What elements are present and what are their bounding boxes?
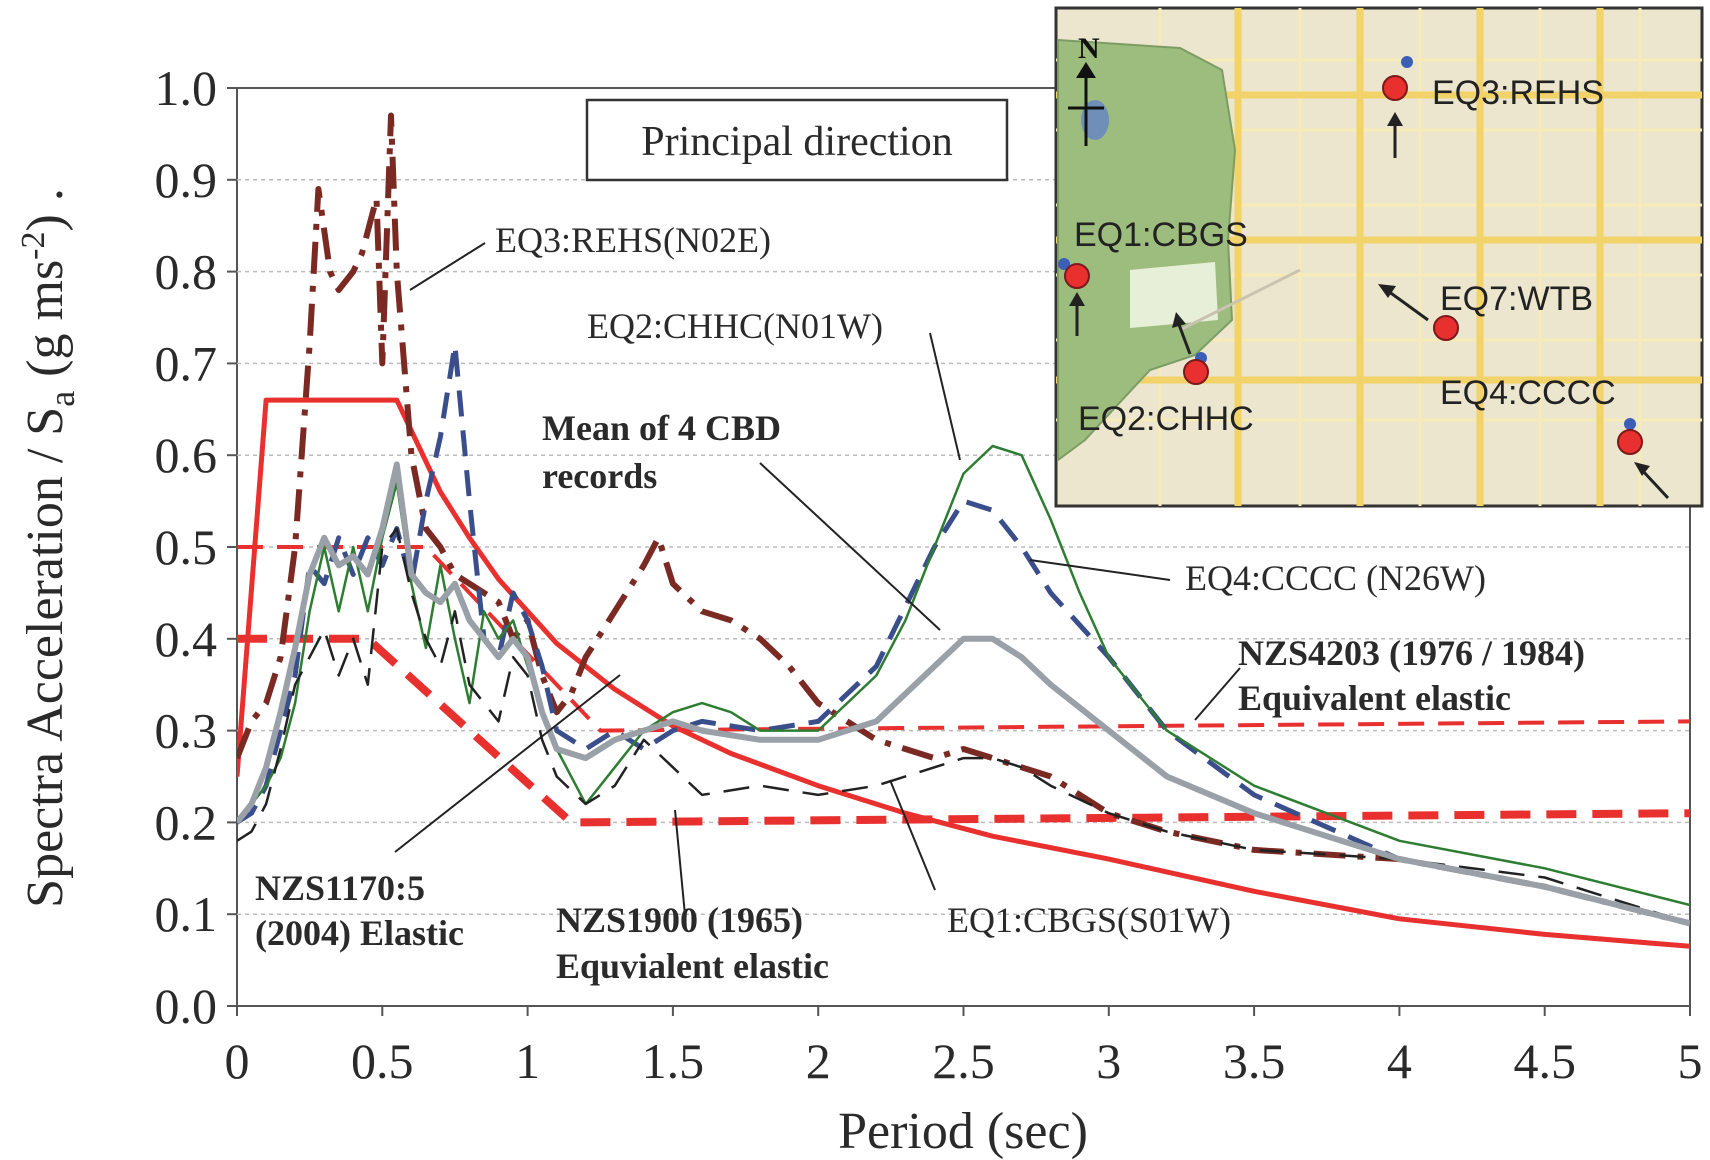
annotation-mean-l2: records [542,456,657,496]
leader-eq2 [929,332,961,461]
y-tick-label: 0.9 [155,152,218,208]
map-label-eq1: EQ1:CBGS [1074,216,1248,254]
x-tick-labels: 0 0.5 1 1.5 2 2.5 3 3.5 4 4.5 5 [225,1006,1703,1089]
map-river [1179,268,1301,332]
y-axis-title-sub: a [42,391,82,407]
station-marker-eq2 [1172,312,1209,385]
annotation-nzs1900-l2: Equvialent elastic [556,946,829,986]
x-tick-label: 3.5 [1223,1033,1286,1089]
y-axis-title-tail: ) . [17,188,74,231]
map-north-label: N [1078,32,1100,65]
leader-eq1 [889,779,936,891]
map-park [1057,38,1237,462]
annotation-nzs1170-l1: NZS1170:5 [255,868,425,908]
x-tick-label: 4 [1387,1033,1412,1089]
map-label-eq4: EQ4:CCCC [1440,374,1616,412]
annotation-eq3: EQ3:REHS(N02E) [495,220,771,260]
map-label-eq7: EQ7:WTB [1440,280,1593,318]
station-marker-eq3 [1382,56,1413,158]
station-marker-eq4 [1617,418,1670,500]
y-tick-label: 0.1 [155,886,218,942]
station-marker-eq1 [1058,258,1090,336]
series-line-nzs4203-1976-1984-equivalent-elastic [237,545,1690,733]
annotation-nzs4203-l1: NZS4203 (1976 / 1984) [1238,633,1585,673]
y-tick-label: 0.2 [155,794,218,850]
y-axis-title-units: (g ms [17,260,74,377]
y-tick-label: 0.4 [155,611,218,667]
y-axis-title-group: Spectra Acceleration / Sa (g ms-2) . [15,188,82,908]
inset-map: N [1054,6,1704,508]
map-park-clearing [1130,262,1218,328]
series-line-eq1-cbgs-s01w [237,527,1690,925]
y-axis-title: Spectra Acceleration / S [17,407,74,908]
x-axis-title: Period (sec) [838,1103,1088,1160]
annotation-nzs1900-l1: NZS1900 (1965) [556,900,803,940]
y-tick-label: 0.0 [155,978,218,1034]
svg-text:Spectra Acceleration / Sa(g ms: Spectra Acceleration / Sa (g ms-2) . [15,188,82,908]
leader-eq3 [409,242,486,291]
annotation-eq1: EQ1:CBGS(S01W) [947,900,1231,940]
series-line-nzs1900-1965-equivalent-elastic [237,634,1690,827]
y-tick-label: 0.3 [155,703,218,759]
map-lake [1081,100,1109,140]
arrow-icon [1634,462,1670,500]
annotation-leaders [394,242,1241,916]
arrow-icon [1172,312,1192,355]
x-tick-label: 2 [806,1033,831,1089]
y-tick-label: 0.5 [155,519,218,575]
series-line-eq2-chhc-n01w [237,342,1690,926]
x-tick-label: 4.5 [1513,1033,1576,1089]
leader-nzs1900 [674,809,686,916]
x-tick-label: 3 [1096,1033,1121,1089]
arrow-icon [1378,284,1429,322]
series-group [237,112,1690,949]
annotation-eq2: EQ2:CHHC(N01W) [587,306,883,346]
leader-mean [759,462,941,631]
annotation-nzs1170-l2: (2004) Elastic [255,913,464,953]
y-tick-label: 0.6 [155,427,218,483]
arrow-icon [1069,292,1085,336]
map-label-eq2: EQ2:CHHC [1078,400,1254,438]
y-tick-label: 1.0 [155,60,218,116]
north-arrow-icon [1068,62,1104,146]
leader-nzs4203 [1194,667,1241,721]
principal-direction-box [585,98,1009,182]
x-tick-label: 0 [225,1033,250,1089]
x-tick-label: 1 [515,1033,540,1089]
x-tick-label: 1.5 [642,1033,705,1089]
leader-eq4 [1029,559,1171,581]
principal-direction-label: Principal direction [641,119,952,165]
y-tick-label: 0.8 [155,244,218,300]
x-tick-label: 0.5 [351,1033,414,1089]
x-tick-label: 2.5 [932,1033,995,1089]
y-tick-labels: 0.0 0.1 0.2 0.3 0.4 0.5 0.6 0.7 0.8 0.9 1.0 [155,60,237,1034]
annotation-mean-l1: Mean of 4 CBD [542,408,781,448]
series-line-mean-of-4-cbd-records [237,461,1690,927]
annotation-eq4: EQ4:CCCC (N26W) [1185,558,1486,598]
annotation-nzs4203-l2: Equivalent elastic [1238,678,1511,718]
map-label-eq3: EQ3:REHS [1432,74,1604,112]
x-tick-label: 5 [1678,1033,1703,1089]
station-marker-eq7 [1378,284,1459,341]
leader-nzs1170 [394,674,621,853]
y-tick-label: 0.7 [155,335,218,391]
y-axis-title-exp: -2 [15,231,52,259]
series-line-eq3-rehs-n02e [237,112,1690,927]
arrow-icon [1387,112,1403,158]
